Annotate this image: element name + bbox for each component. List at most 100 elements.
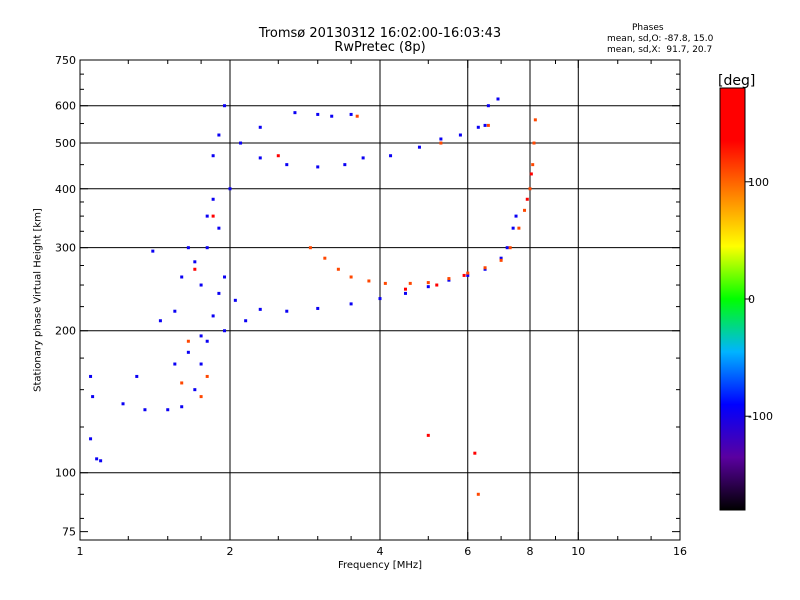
data-point <box>233 298 237 302</box>
y-tick-label: 500 <box>55 137 76 150</box>
data-point <box>523 208 527 212</box>
data-point <box>323 256 327 260</box>
data-point <box>199 395 203 399</box>
data-point <box>158 319 162 323</box>
data-point <box>223 275 227 279</box>
data-point <box>258 125 262 129</box>
data-point <box>205 374 209 378</box>
data-point <box>511 226 515 230</box>
data-point <box>121 402 125 406</box>
data-point <box>529 172 533 176</box>
data-point <box>378 297 382 301</box>
data-point <box>258 307 262 311</box>
data-point <box>514 214 518 218</box>
data-point <box>466 271 470 275</box>
colorbar-tick-label: -100 <box>748 410 773 423</box>
data-point <box>439 137 443 141</box>
data-point <box>435 283 439 287</box>
data-point <box>285 163 289 167</box>
data-point <box>531 163 535 167</box>
data-point <box>517 226 521 230</box>
data-point <box>239 141 243 145</box>
y-tick-label: 75 <box>62 526 76 539</box>
data-point <box>143 408 147 412</box>
data-point <box>186 246 190 250</box>
data-point <box>458 133 462 137</box>
data-point <box>228 187 232 191</box>
data-point <box>505 246 509 250</box>
data-point <box>403 291 407 295</box>
data-point <box>293 111 297 115</box>
data-point <box>486 104 490 108</box>
data-point <box>217 291 221 295</box>
data-point <box>180 275 184 279</box>
data-point <box>308 246 312 250</box>
data-point <box>486 123 490 127</box>
data-point <box>336 267 340 271</box>
data-point <box>89 374 93 378</box>
data-point <box>473 451 477 455</box>
data-point <box>205 339 209 343</box>
data-point <box>199 334 203 338</box>
data-point <box>476 125 480 129</box>
data-points-layer <box>89 97 537 496</box>
data-point <box>525 197 529 201</box>
data-point <box>532 141 536 145</box>
x-tick-label: 1 <box>77 545 84 558</box>
data-point <box>447 278 451 282</box>
y-tick-label: 300 <box>55 242 76 255</box>
data-point <box>349 275 353 279</box>
data-point <box>408 281 412 285</box>
data-point <box>166 408 170 412</box>
data-point <box>223 104 227 108</box>
data-point <box>211 154 215 158</box>
axes-layer: 75 100 200 300 400 500 600 750 1 2 4 6 8 10 16 Frequenc… <box>55 54 687 571</box>
chart-title: Tromsø 20130312 16:02:00-16:03:43 <box>258 26 502 41</box>
data-point <box>217 133 221 137</box>
data-point <box>383 281 387 285</box>
data-point <box>361 156 365 160</box>
data-point <box>316 306 320 310</box>
x-tick-label: 8 <box>527 545 534 558</box>
data-point <box>173 362 177 366</box>
data-point <box>180 405 184 409</box>
chart-subtitle: RwPretec (8p) <box>334 40 426 55</box>
y-tick-label: 400 <box>55 183 76 196</box>
data-point <box>199 362 203 366</box>
data-point <box>343 163 347 167</box>
data-point <box>217 226 221 230</box>
phase-stats-o-mode: mean, sd,O: -87.8, 15.0 <box>607 34 714 44</box>
data-point <box>496 97 500 101</box>
data-point <box>199 283 203 287</box>
y-tick-label: 100 <box>55 467 76 480</box>
data-point <box>483 266 487 270</box>
data-point <box>483 267 487 271</box>
data-point <box>186 339 190 343</box>
data-point <box>205 214 209 218</box>
data-point <box>533 118 537 122</box>
grid-layer <box>80 60 680 540</box>
data-point <box>91 395 95 399</box>
data-point <box>211 214 215 218</box>
data-point <box>499 256 503 260</box>
x-tick-label: 6 <box>464 545 471 558</box>
phase-stats-x-mode: mean, sd,X: 91.7, 20.7 <box>607 45 713 55</box>
data-point <box>211 197 215 201</box>
colorbar-label: [deg] <box>718 73 755 89</box>
data-point <box>403 287 407 291</box>
data-point <box>244 319 248 323</box>
data-point <box>466 273 470 277</box>
x-axis-title: Frequency [MHz] <box>338 560 422 571</box>
x-tick-label: 10 <box>571 545 585 558</box>
data-point <box>95 457 99 461</box>
data-point <box>476 492 480 496</box>
data-point <box>417 145 421 149</box>
data-point <box>276 154 280 158</box>
data-point <box>389 154 393 158</box>
data-point <box>330 114 334 118</box>
data-point <box>193 388 197 392</box>
data-point <box>499 258 503 262</box>
data-point <box>462 273 466 277</box>
y-tick-label: 600 <box>55 100 76 113</box>
